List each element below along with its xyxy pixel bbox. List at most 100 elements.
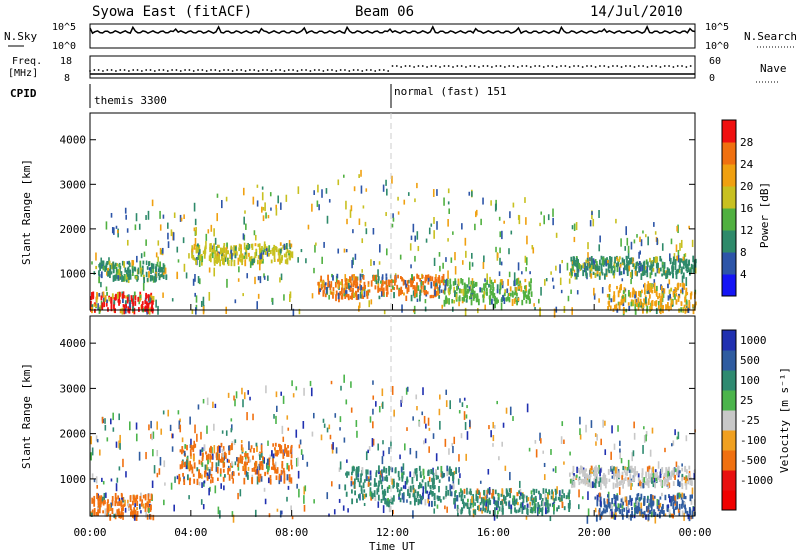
data-cell bbox=[500, 279, 503, 286]
data-cell bbox=[324, 282, 327, 286]
scatter-cell bbox=[371, 438, 374, 447]
data-cell bbox=[114, 308, 116, 314]
scatter-cell bbox=[217, 244, 219, 249]
scatter-cell bbox=[110, 212, 113, 218]
data-cell bbox=[396, 284, 399, 290]
data-cell bbox=[211, 467, 213, 472]
data-cell bbox=[670, 287, 673, 292]
data-cell bbox=[694, 267, 697, 274]
data-cell bbox=[669, 293, 671, 299]
nave-dot bbox=[253, 69, 256, 71]
data-cell bbox=[379, 287, 381, 292]
scatter-cell bbox=[556, 486, 558, 494]
data-cell bbox=[351, 292, 353, 300]
data-cell bbox=[353, 466, 355, 472]
data-cell bbox=[145, 294, 148, 300]
nave-dot bbox=[361, 70, 364, 72]
scatter-cell bbox=[675, 461, 678, 468]
scatter-cell bbox=[531, 244, 534, 250]
data-cell bbox=[453, 290, 456, 298]
data-cell bbox=[222, 462, 225, 468]
scatter-cell bbox=[428, 427, 431, 431]
data-cell bbox=[447, 288, 450, 293]
data-cell bbox=[555, 490, 557, 496]
nave-dot bbox=[637, 65, 640, 67]
data-cell bbox=[100, 495, 103, 499]
data-cell bbox=[159, 261, 162, 268]
data-cell bbox=[139, 294, 142, 299]
data-cell bbox=[605, 268, 608, 276]
data-cell bbox=[96, 293, 99, 300]
data-cell bbox=[530, 278, 532, 284]
data-cell bbox=[252, 455, 254, 460]
scatter-cell bbox=[307, 224, 310, 230]
data-cell bbox=[332, 291, 335, 295]
data-cell bbox=[107, 267, 110, 274]
data-cell bbox=[274, 447, 276, 451]
scatter-cell bbox=[178, 420, 181, 430]
data-cell bbox=[421, 274, 424, 279]
data-cell bbox=[128, 302, 131, 308]
data-cell bbox=[464, 285, 467, 290]
scatter-cell bbox=[230, 418, 233, 422]
data-cell bbox=[257, 259, 259, 265]
data-cell bbox=[459, 488, 462, 492]
data-cell bbox=[650, 477, 653, 484]
scatter-cell bbox=[391, 385, 394, 395]
scatter-cell bbox=[234, 439, 237, 443]
scatter-cell bbox=[449, 400, 451, 410]
data-cell bbox=[180, 449, 183, 455]
data-cell bbox=[392, 495, 395, 502]
scatter-cell bbox=[302, 454, 304, 460]
scatter-cell bbox=[610, 451, 612, 460]
scatter-cell bbox=[570, 289, 572, 294]
time-tick-label: 12:00 bbox=[376, 526, 409, 539]
scatter-cell bbox=[275, 405, 278, 412]
data-cell bbox=[412, 493, 415, 498]
scatter-cell bbox=[216, 193, 219, 198]
data-cell bbox=[684, 296, 686, 303]
data-cell bbox=[666, 305, 668, 310]
data-cell bbox=[571, 271, 573, 277]
data-cell bbox=[156, 261, 159, 267]
scatter-cell bbox=[325, 188, 328, 194]
nave-dot bbox=[218, 70, 221, 72]
scatter-cell bbox=[661, 243, 664, 251]
data-cell bbox=[620, 480, 622, 486]
scatter-cell bbox=[205, 233, 208, 241]
scatter-cell bbox=[447, 270, 449, 280]
scatter-cell bbox=[403, 199, 406, 205]
data-cell bbox=[509, 492, 512, 499]
data-cell bbox=[148, 307, 151, 315]
data-cell bbox=[528, 504, 531, 509]
data-cell bbox=[665, 467, 668, 474]
scatter-cell bbox=[635, 298, 638, 303]
cpid-segment-normal: normal (fast) 151 bbox=[394, 85, 507, 98]
scatter-cell bbox=[210, 479, 212, 484]
scatter-cell bbox=[561, 421, 564, 427]
scatter-cell bbox=[197, 404, 200, 410]
data-cell bbox=[203, 444, 206, 451]
data-cell bbox=[240, 444, 243, 451]
scatter-cell bbox=[459, 398, 461, 403]
data-cell bbox=[257, 255, 260, 259]
scatter-cell bbox=[619, 450, 621, 460]
data-cell bbox=[330, 291, 333, 295]
data-cell bbox=[685, 482, 688, 490]
scatter-cell bbox=[314, 244, 316, 253]
scatter-cell bbox=[409, 243, 412, 251]
data-cell bbox=[241, 458, 244, 464]
data-cell bbox=[580, 479, 583, 484]
data-cell bbox=[639, 480, 641, 487]
scatter-cell bbox=[190, 438, 192, 447]
data-cell bbox=[240, 251, 242, 258]
data-cell bbox=[206, 475, 209, 481]
data-cell bbox=[641, 511, 644, 517]
data-cell bbox=[100, 295, 103, 301]
data-cell bbox=[618, 507, 621, 511]
data-cell bbox=[621, 295, 624, 299]
data-cell bbox=[102, 510, 105, 514]
data-cell bbox=[518, 490, 521, 494]
scatter-cell bbox=[167, 409, 170, 417]
data-cell bbox=[131, 298, 134, 304]
